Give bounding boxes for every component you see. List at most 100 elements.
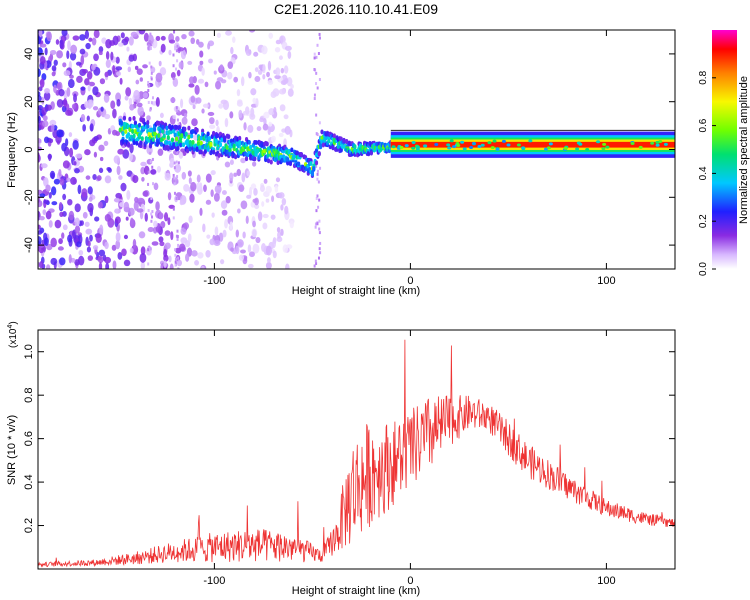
heatmap-cell xyxy=(548,142,553,146)
spectrogram-marks xyxy=(38,30,675,269)
heatmap-cell xyxy=(155,35,161,42)
heatmap-cell xyxy=(67,78,75,89)
heatmap-cell xyxy=(256,126,262,132)
heatmap-cell xyxy=(140,166,146,175)
heatmap-cell xyxy=(38,146,43,151)
heatmap-cell xyxy=(115,232,121,242)
heatmap-cell xyxy=(199,60,204,65)
heatmap-cell xyxy=(157,148,164,156)
heatmap-cell xyxy=(205,249,211,258)
heatmap-cell xyxy=(253,156,257,162)
heatmap-cell xyxy=(277,231,281,239)
heatmap-cell xyxy=(183,112,188,119)
heatmap-cell xyxy=(147,44,150,48)
heatmap-cell xyxy=(415,145,420,149)
heatmap-cell xyxy=(76,241,82,248)
heatmap-cell xyxy=(528,139,533,143)
heatmap-cell xyxy=(115,239,121,250)
heatmap-cell xyxy=(253,188,258,196)
heatmap-cell xyxy=(252,243,260,254)
heatmap-cell xyxy=(268,108,275,116)
heatmap-cell xyxy=(172,64,175,68)
y-tick-label: 0 xyxy=(23,146,35,152)
heatmap-cell xyxy=(157,120,161,126)
heatmap-cell xyxy=(42,209,47,215)
heatmap-cell xyxy=(82,69,89,74)
heatmap-cell xyxy=(460,140,465,144)
heatmap-cell xyxy=(173,161,176,165)
heatmap-cell xyxy=(53,178,61,185)
heatmap-cell xyxy=(129,247,134,254)
heatmap-cell xyxy=(255,237,261,244)
heatmap-cell xyxy=(56,82,62,90)
heatmap-cell xyxy=(212,149,216,155)
y-tick-label: 0.4 xyxy=(23,474,35,489)
heatmap-cell xyxy=(40,163,48,169)
heatmap-cell xyxy=(319,251,322,255)
heatmap-cell xyxy=(168,255,172,263)
heatmap-cell xyxy=(487,141,492,145)
heatmap-cell xyxy=(214,226,219,236)
heatmap-cell xyxy=(250,201,256,208)
heatmap-cell xyxy=(105,262,110,269)
heatmap-cell xyxy=(85,228,93,235)
heatmap-cell xyxy=(142,64,148,69)
heatmap-cell xyxy=(144,212,148,222)
heatmap-cell xyxy=(133,120,138,126)
heatmap-cell xyxy=(38,115,41,124)
heatmap-cell xyxy=(62,193,67,201)
heatmap-cell xyxy=(174,260,177,264)
heatmap-cell xyxy=(276,160,280,166)
heatmap-cell xyxy=(249,144,253,150)
heatmap-cell xyxy=(175,160,178,164)
heatmap-cell xyxy=(49,49,57,55)
heatmap-cell xyxy=(318,227,321,231)
heatmap-cell xyxy=(85,175,91,180)
heatmap-cell xyxy=(650,141,655,145)
heatmap-cell xyxy=(232,143,236,149)
heatmap-cell xyxy=(261,243,266,252)
heatmap-cell xyxy=(237,208,241,214)
heatmap-cell xyxy=(63,70,71,77)
heatmap-cell xyxy=(125,87,132,97)
heatmap-cell xyxy=(80,220,84,226)
heatmap-cell xyxy=(228,151,232,157)
heatmap-cell xyxy=(101,37,107,44)
heatmap-cell xyxy=(38,142,41,147)
heatmap-cell xyxy=(112,260,117,269)
heatmap-cell xyxy=(238,254,245,261)
heatmap-cell xyxy=(146,145,149,149)
heatmap-cell xyxy=(247,124,254,133)
heatmap-cell xyxy=(137,122,142,128)
heatmap-cell xyxy=(176,69,181,77)
heatmap-cell xyxy=(276,227,281,233)
heatmap-cell xyxy=(238,140,242,145)
heatmap-cell xyxy=(214,184,222,194)
heatmap-cell xyxy=(220,99,228,105)
heatmap-cell xyxy=(38,94,42,102)
colorbar: 0.0 0.2 0.4 0.6 0.8 Normalized spectral ampl… xyxy=(698,30,750,276)
heatmap-cell xyxy=(252,97,257,104)
heatmap-cell xyxy=(229,159,234,165)
heatmap-cell xyxy=(235,245,240,255)
heatmap-cell xyxy=(76,75,83,84)
heatmap-cell xyxy=(205,199,212,205)
heatmap-cell xyxy=(190,95,196,103)
heatmap-cell xyxy=(140,161,147,167)
heatmap-cell xyxy=(184,131,188,137)
heatmap-cell xyxy=(159,112,164,118)
heatmap-cell xyxy=(655,143,660,147)
heatmap-cell xyxy=(53,59,58,66)
heatmap-cell xyxy=(70,44,78,54)
heatmap-cell xyxy=(190,181,197,192)
heatmap-cell xyxy=(69,147,74,158)
heatmap-cell xyxy=(84,101,89,109)
heatmap-cell xyxy=(131,129,135,134)
heatmap-cell xyxy=(206,131,210,137)
heatmap-cell xyxy=(91,64,96,71)
heatmap-cell xyxy=(166,135,170,140)
heatmap-cell xyxy=(248,251,255,258)
heatmap-cell xyxy=(188,177,192,185)
heatmap-cell xyxy=(316,172,319,176)
heatmap-cell xyxy=(168,49,172,56)
